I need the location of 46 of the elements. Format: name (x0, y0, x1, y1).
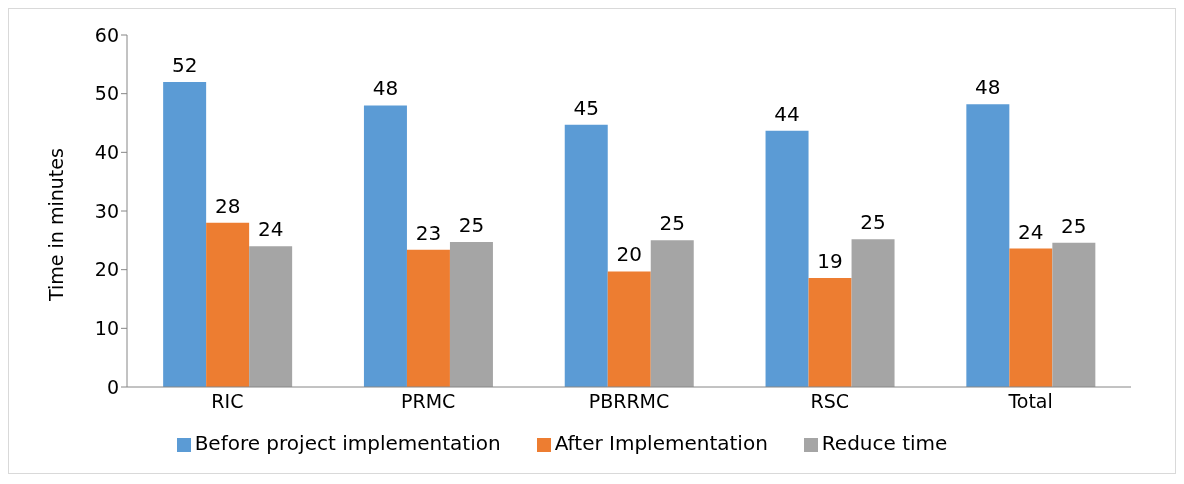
data-label: 52 (171, 52, 198, 77)
bar (564, 124, 608, 387)
bar (163, 81, 207, 387)
bar (406, 249, 450, 387)
y-tick-label: 60 (94, 23, 119, 46)
data-label: 24 (257, 217, 284, 242)
y-tick-label: 30 (94, 199, 119, 222)
bar (765, 130, 809, 387)
data-label: 44 (774, 101, 800, 126)
data-label: 48 (372, 76, 399, 101)
y-tick-label: 50 (94, 82, 119, 105)
bar (249, 246, 293, 387)
y-tick-label: 0 (106, 375, 119, 398)
legend-label: After Implementation (554, 431, 768, 455)
y-axis-title: Time in minutes (44, 148, 67, 302)
data-label: 25 (458, 213, 485, 238)
data-label: 23 (415, 220, 442, 245)
x-tick-label: RSC (810, 390, 850, 413)
x-tick-label: RIC (211, 390, 244, 413)
data-label: 25 (659, 211, 685, 236)
y-tick-label: 40 (94, 141, 119, 164)
data-label: 20 (616, 242, 642, 267)
legend-label: Before project implementation (194, 431, 501, 455)
bar (607, 271, 651, 387)
bar (206, 222, 250, 387)
data-label: 28 (214, 193, 241, 218)
bar (851, 239, 895, 387)
data-label: 25 (1061, 213, 1087, 238)
bar (1009, 248, 1053, 387)
bar (966, 104, 1010, 387)
data-label: 24 (1018, 219, 1044, 244)
x-tick-label: Total (1007, 390, 1053, 413)
y-tick-label: 20 (94, 258, 119, 281)
bar (363, 105, 407, 387)
x-tick-label: PRMC (401, 390, 456, 413)
data-label: 19 (817, 248, 843, 273)
y-tick-label: 10 (94, 317, 119, 340)
bar (449, 242, 493, 387)
data-label: 45 (573, 95, 599, 120)
data-label: 25 (860, 210, 886, 235)
legend-label: Reduce time (821, 431, 948, 455)
x-tick-label: PBRRMC (588, 390, 670, 413)
data-label: 48 (975, 75, 1001, 100)
bar (650, 240, 694, 387)
bar (808, 277, 852, 387)
bar (1052, 242, 1096, 387)
